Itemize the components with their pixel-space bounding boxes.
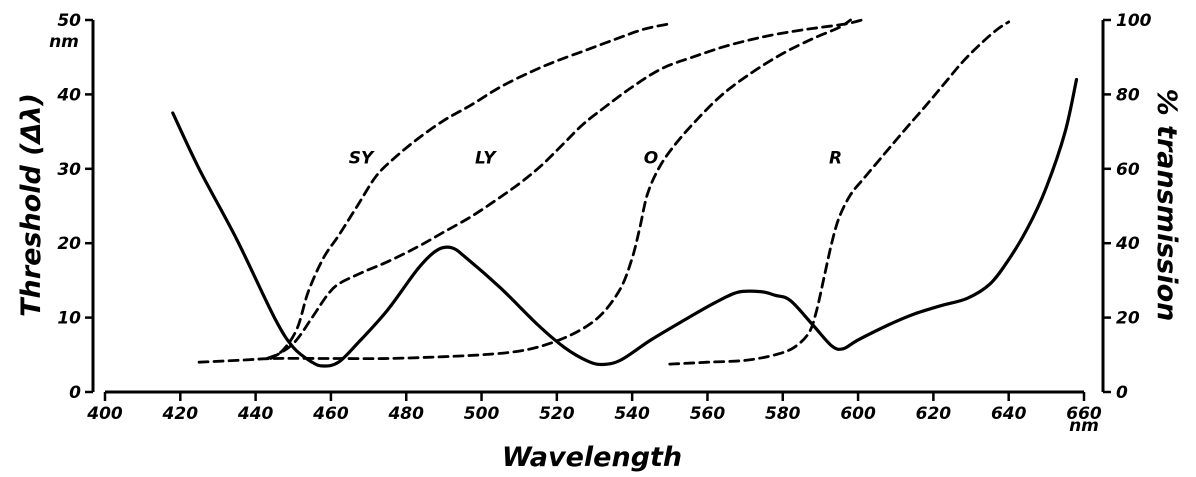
y-right-tick-label-0: 0 (1116, 383, 1128, 403)
curve-label-sy: SY (349, 149, 375, 169)
x-tick-label-400: 400 (86, 404, 123, 424)
x-tick-label-580: 580 (765, 404, 801, 424)
x-tick-label-600: 600 (840, 404, 876, 424)
x-tick-label-440: 440 (237, 404, 274, 424)
y-left-tick-label-20: 20 (57, 234, 81, 254)
curve-label-ly: LY (475, 149, 497, 169)
y-right-tick-label-80: 80 (1116, 85, 1140, 105)
axes-group: 400 420 440 460 480 500 520 540 560 580 600 620 640 6… (56, 11, 1151, 424)
x-tick-label-520: 520 (539, 404, 575, 424)
curve-ly-transmission (269, 18, 864, 360)
y-left-axis-title: Threshold (Δλ) (16, 93, 47, 317)
x-tick-label-640: 640 (991, 404, 1027, 424)
x-axis-title: Wavelength (502, 442, 682, 473)
y-left-tick-label-40: 40 (56, 85, 81, 105)
x-axis-unit: nm (1069, 416, 1099, 436)
y-left-tick-label-30: 30 (57, 160, 81, 180)
curves-group (171, 18, 1079, 368)
curve-o-transmission (197, 18, 852, 364)
curve-sy-transmission (265, 22, 672, 360)
x-tick-label-460: 460 (312, 404, 349, 424)
x-tick-label-540: 540 (614, 404, 650, 424)
curve-label-r: R (829, 149, 842, 169)
x-tick-label-480: 480 (387, 404, 424, 424)
y-right-tick-label-20: 20 (1116, 309, 1140, 329)
x-tick-label-620: 620 (916, 404, 952, 424)
curve-label-o: O (644, 149, 658, 169)
y-left-tick-label-0: 0 (69, 383, 81, 403)
curve-r-transmission (668, 20, 1011, 366)
y-right-tick-label-40: 40 (1115, 234, 1140, 254)
y-right-tick-label-100: 100 (1116, 11, 1152, 31)
threshold-curve (171, 77, 1079, 368)
x-tick-label-420: 420 (162, 404, 199, 424)
y-right-axis-title: % transmission (1151, 89, 1182, 322)
labels-group: SY LY O R (349, 149, 842, 169)
y-left-tick-label-10: 10 (57, 309, 81, 329)
y-left-tick-label-50: 50 (57, 11, 81, 31)
y-left-axis-unit: nm (49, 32, 79, 52)
x-tick-label-500: 500 (464, 404, 500, 424)
x-tick-label-560: 560 (690, 404, 726, 424)
y-right-tick-label-60: 60 (1116, 160, 1140, 180)
x-tick-label-660: 660 (1066, 404, 1102, 424)
